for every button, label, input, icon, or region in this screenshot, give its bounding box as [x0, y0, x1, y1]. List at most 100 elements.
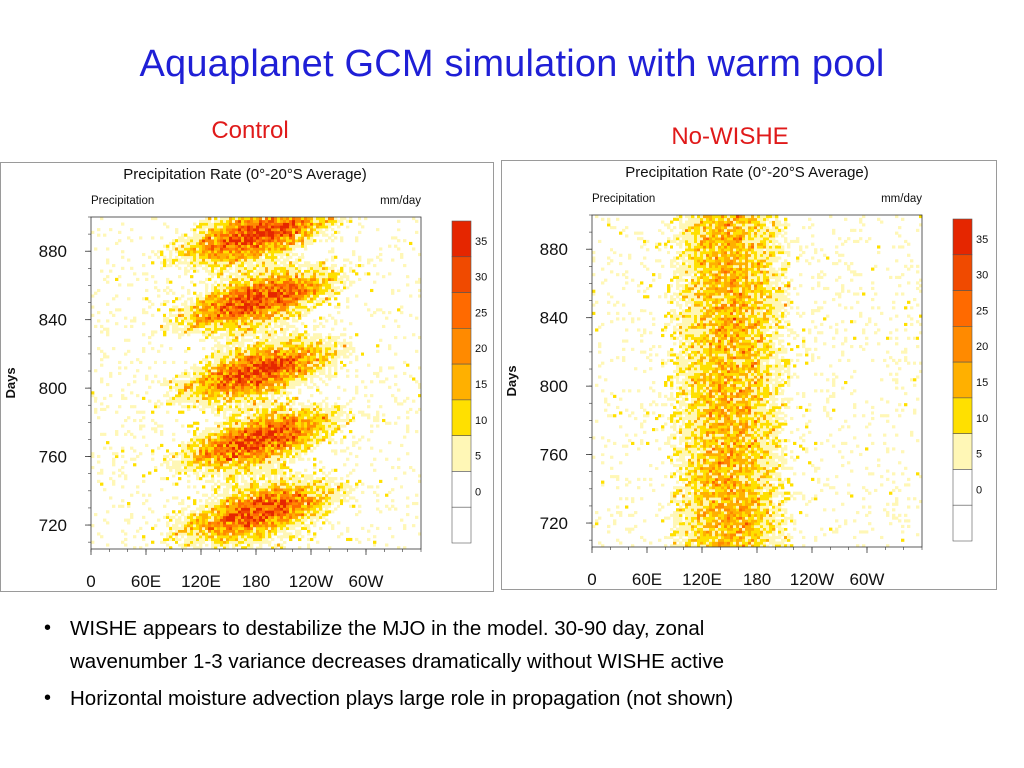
- precip-cell: [193, 457, 197, 461]
- precip-cell: [310, 524, 314, 528]
- precip-cell: [217, 543, 221, 547]
- precip-cell: [223, 308, 227, 312]
- precip-cell: [208, 363, 212, 367]
- precip-cell: [334, 493, 338, 497]
- precip-cell: [343, 490, 347, 495]
- precip-cell: [277, 427, 281, 431]
- precip-cell: [277, 416, 281, 420]
- precip-cell: [262, 341, 266, 345]
- precip-cell: [166, 537, 170, 542]
- precip-cell: [271, 391, 275, 395]
- precip-cell: [127, 430, 131, 434]
- precip-cell: [259, 319, 263, 323]
- precip-cell: [289, 341, 293, 345]
- precip-cell: [304, 435, 308, 439]
- precip-cell: [286, 294, 290, 298]
- precip-cell: [295, 297, 299, 301]
- precip-cell: [175, 374, 179, 378]
- precip-cell: [334, 501, 338, 506]
- precip-cell: [271, 479, 275, 483]
- precip-cell: [232, 286, 236, 290]
- precip-cell: [205, 305, 209, 309]
- precip-cell: [220, 305, 224, 309]
- precip-cell: [292, 524, 296, 528]
- precip-cell: [148, 366, 152, 370]
- precip-cell: [265, 377, 269, 381]
- precip-cell: [208, 468, 212, 472]
- precip-cell: [262, 510, 266, 514]
- precip-cell: [283, 371, 287, 376]
- precip-cell: [103, 396, 107, 400]
- precip-cell: [307, 410, 311, 414]
- precip-cell: [235, 477, 239, 481]
- precip-cell: [262, 501, 266, 506]
- precip-cell: [178, 518, 182, 522]
- precip-cell: [253, 347, 257, 351]
- precip-cell: [373, 468, 377, 472]
- precip-cell: [244, 490, 248, 495]
- precip-cell: [253, 349, 257, 353]
- precip-cell: [325, 286, 329, 290]
- precip-cell: [259, 454, 263, 459]
- precip-cell: [223, 360, 227, 364]
- precip-cell: [277, 443, 281, 447]
- precip-cell: [217, 466, 221, 470]
- precip-cell: [298, 360, 302, 364]
- precip-cell: [232, 435, 236, 439]
- precip-cell: [274, 499, 278, 503]
- precip-cell: [298, 438, 302, 442]
- precip-cell: [244, 291, 248, 295]
- precip-cell: [262, 374, 266, 378]
- precip-cell: [286, 283, 290, 287]
- precip-cell: [250, 327, 254, 331]
- precip-cell: [259, 413, 263, 417]
- precip-cell: [322, 283, 326, 287]
- precip-cell: [340, 477, 344, 481]
- precip-cell: [289, 460, 293, 464]
- precip-cell: [289, 360, 293, 364]
- precip-cell: [283, 407, 287, 412]
- precip-cell: [292, 515, 296, 519]
- precip-cell: [106, 441, 110, 445]
- precip-cell: [196, 305, 200, 309]
- precip-cell: [331, 319, 335, 323]
- precip-cell: [298, 297, 302, 301]
- precip-cell: [253, 537, 257, 542]
- precip-cell: [202, 410, 206, 414]
- precip-cell: [331, 286, 335, 290]
- precip-cell: [322, 427, 326, 431]
- precip-cell: [379, 366, 383, 370]
- precip-cell: [163, 313, 167, 317]
- precip-cell: [262, 280, 266, 284]
- precip-cell: [196, 443, 200, 447]
- precip-cell: [166, 526, 170, 530]
- precip-cell: [142, 493, 146, 497]
- precip-cell: [280, 388, 284, 392]
- precip-cell: [268, 366, 272, 370]
- precip-cell: [388, 311, 392, 315]
- precip-cell: [220, 524, 224, 528]
- precip-cell: [262, 452, 266, 456]
- precip-cell: [241, 540, 245, 544]
- precip-cell: [328, 521, 332, 525]
- precip-cell: [184, 305, 188, 309]
- precip-cell: [199, 338, 203, 342]
- precip-cell: [274, 416, 278, 420]
- precip-cell: [325, 297, 329, 301]
- precip-cell: [271, 446, 275, 450]
- precip-cell: [271, 277, 275, 281]
- precip-cell: [310, 427, 314, 431]
- precip-cell: [316, 407, 320, 412]
- precip-cell: [319, 482, 323, 486]
- precip-cell: [226, 335, 230, 340]
- precip-cell: [217, 515, 221, 519]
- precip-cell: [271, 441, 275, 445]
- precip-cell: [199, 377, 203, 381]
- precip-cell: [265, 488, 269, 492]
- precip-cell: [370, 446, 374, 450]
- precip-cell: [199, 407, 203, 412]
- precip-cell: [307, 510, 311, 514]
- precip-cell: [229, 540, 233, 544]
- precip-cell: [217, 532, 221, 536]
- precip-cell: [187, 468, 191, 472]
